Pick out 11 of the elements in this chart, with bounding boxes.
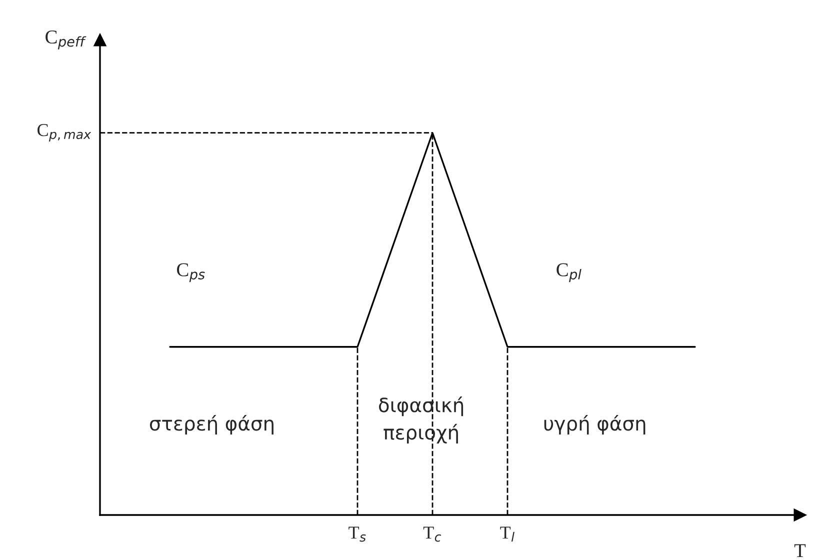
- text: C$_{peff}$: [46, 30, 86, 50]
- annotation: υγρή φάση: [544, 414, 646, 435]
- x-tick-label: T$_{s}$: [348, 526, 366, 542]
- annotation: στερεή φάση: [150, 414, 274, 435]
- x-tick-label: T$_{c}$: [423, 526, 442, 542]
- ref-line-label: C$_{p,max}$: [38, 124, 92, 142]
- annotation: C$_{ps}$: [177, 263, 205, 282]
- x-axis-title: T: [794, 544, 806, 557]
- annotation: C$_{pl}$: [556, 263, 582, 282]
- x-tick-label: T$_{l}$: [500, 526, 514, 542]
- annotation: διφασική περιοχή: [378, 396, 464, 444]
